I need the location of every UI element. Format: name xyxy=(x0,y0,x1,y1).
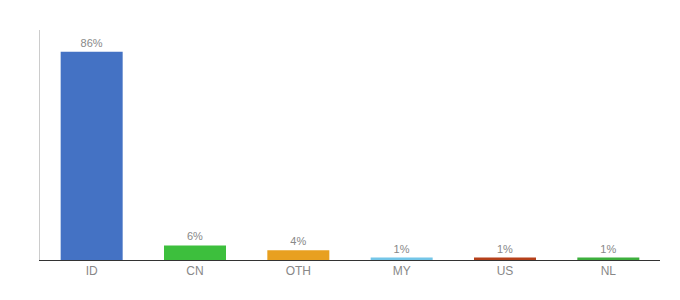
svg-text:OTH: OTH xyxy=(286,264,311,278)
svg-text:6%: 6% xyxy=(187,230,203,242)
svg-text:1%: 1% xyxy=(600,243,616,255)
svg-text:ID: ID xyxy=(86,264,98,278)
svg-text:US: US xyxy=(497,264,514,278)
svg-text:1%: 1% xyxy=(394,243,410,255)
svg-text:1%: 1% xyxy=(497,243,513,255)
svg-text:4%: 4% xyxy=(290,235,306,247)
svg-text:MY: MY xyxy=(393,264,411,278)
svg-text:86%: 86% xyxy=(81,37,103,49)
svg-text:CN: CN xyxy=(186,264,203,278)
svg-text:NL: NL xyxy=(601,264,617,278)
